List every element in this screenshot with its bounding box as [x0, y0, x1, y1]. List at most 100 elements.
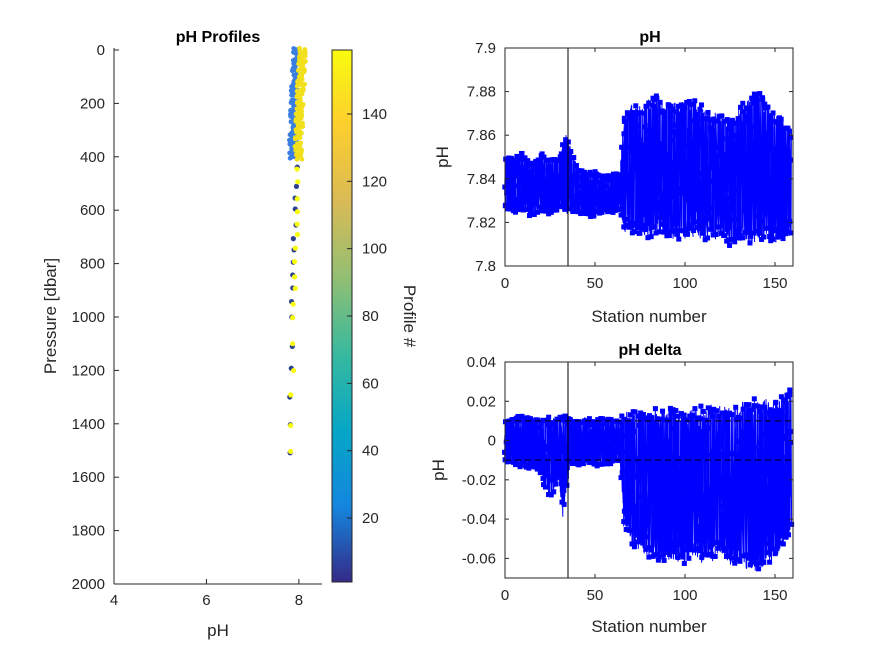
ph-marker	[628, 116, 634, 122]
ph-delta-marker	[553, 481, 559, 487]
ph-marker	[768, 130, 774, 136]
ph-marker	[610, 171, 616, 177]
ph-delta-marker	[616, 419, 622, 425]
ph-x-tick-label: 150	[762, 275, 787, 292]
ph-delta-marker	[767, 407, 773, 413]
ph-marker	[672, 228, 678, 234]
ph-delta-marker	[542, 472, 548, 478]
ph-marker	[781, 228, 787, 234]
ph-marker	[672, 122, 678, 128]
ph-delta-marker	[758, 436, 764, 442]
ph-marker	[693, 207, 699, 213]
ph-delta-marker	[746, 402, 752, 408]
ph-marker	[721, 233, 727, 239]
ph-marker	[613, 174, 619, 180]
ph-delta-y-tick-label: -0.02	[462, 472, 496, 489]
ph-marker	[783, 180, 789, 186]
ph-delta-marker	[787, 392, 793, 398]
ph-marker	[578, 199, 584, 205]
ph-delta-marker	[525, 462, 531, 468]
ph-delta-marker	[707, 544, 713, 550]
ph-delta-marker	[678, 411, 684, 417]
profile-point	[288, 448, 294, 455]
ph-delta-marker	[736, 465, 742, 471]
ph-marker	[740, 235, 746, 241]
ph-delta-marker	[766, 424, 772, 430]
ph-delta-marker	[652, 406, 658, 412]
ph-marker	[517, 156, 523, 162]
ph-marker	[701, 188, 707, 194]
ph-delta-marker	[599, 461, 605, 467]
ph-delta-marker	[660, 552, 666, 558]
ph-delta-marker	[600, 416, 606, 422]
ph-marker	[671, 129, 677, 135]
ph-marker	[765, 104, 771, 110]
ph-marker	[738, 129, 744, 135]
ph-delta-marker	[626, 527, 632, 533]
ph-delta-marker	[728, 475, 734, 481]
ph-marker	[700, 116, 706, 122]
ph-marker	[656, 199, 662, 205]
ph-delta-marker	[587, 422, 593, 428]
ph-marker	[695, 200, 701, 206]
ph-delta-marker	[662, 523, 668, 529]
ph-delta-marker	[733, 404, 739, 410]
ph-marker	[705, 165, 711, 171]
ph-delta-marker	[667, 405, 673, 411]
ph-marker	[536, 175, 542, 181]
ph-marker	[539, 151, 545, 157]
ph-delta-marker	[640, 506, 646, 512]
colorbar-tick-label: 80	[362, 308, 379, 325]
ph-marker	[764, 192, 770, 198]
ph-marker	[618, 212, 624, 218]
ph-marker	[684, 229, 690, 235]
ph-marker	[547, 204, 553, 210]
ph-delta-marker	[566, 448, 572, 454]
ph-marker	[523, 207, 529, 213]
ph-marker	[536, 192, 542, 198]
ph-delta-marker	[767, 444, 773, 450]
ph-marker	[533, 195, 539, 201]
ph-marker	[623, 141, 629, 147]
ph-delta-marker	[719, 410, 725, 416]
ph-marker	[620, 159, 626, 165]
ph-delta-marker	[740, 406, 746, 412]
ph-marker	[742, 157, 748, 163]
ph-delta-marker	[657, 535, 663, 541]
ph-marker	[613, 171, 619, 177]
profile-point	[289, 68, 295, 74]
ph-marker	[627, 111, 633, 117]
ph-marker	[586, 208, 592, 214]
ph-marker	[555, 189, 561, 195]
ph-marker	[716, 224, 722, 230]
ph-delta-marker	[752, 445, 758, 451]
ph-delta-marker	[626, 454, 632, 460]
ph-marker	[748, 124, 754, 130]
ph-marker	[621, 115, 627, 121]
profile-point	[297, 146, 303, 151]
ph-delta-marker	[504, 459, 510, 465]
ph-marker	[619, 144, 625, 150]
ph-marker	[775, 148, 781, 154]
ph-marker	[586, 211, 592, 217]
ph-marker	[662, 128, 668, 134]
ph-delta-marker	[576, 462, 582, 468]
ph-marker	[684, 99, 690, 105]
ph-delta-marker	[738, 514, 744, 520]
profile-point	[288, 119, 294, 125]
ph-marker	[557, 184, 563, 190]
ph-delta-marker	[625, 477, 631, 483]
ph-marker	[590, 172, 596, 178]
ph-marker	[733, 186, 739, 192]
ph-delta-marker	[578, 452, 584, 458]
ph-marker	[648, 170, 654, 176]
profiles-y-tick-label: 1000	[72, 309, 105, 326]
ph-delta-marker	[743, 504, 749, 510]
ph-marker	[653, 230, 659, 236]
ph-delta-marker	[553, 442, 559, 448]
ph-marker	[681, 153, 687, 159]
ph-marker	[676, 112, 682, 118]
ph-delta-marker	[557, 414, 563, 420]
ph-marker	[748, 159, 754, 165]
ph-delta-marker	[562, 413, 568, 419]
